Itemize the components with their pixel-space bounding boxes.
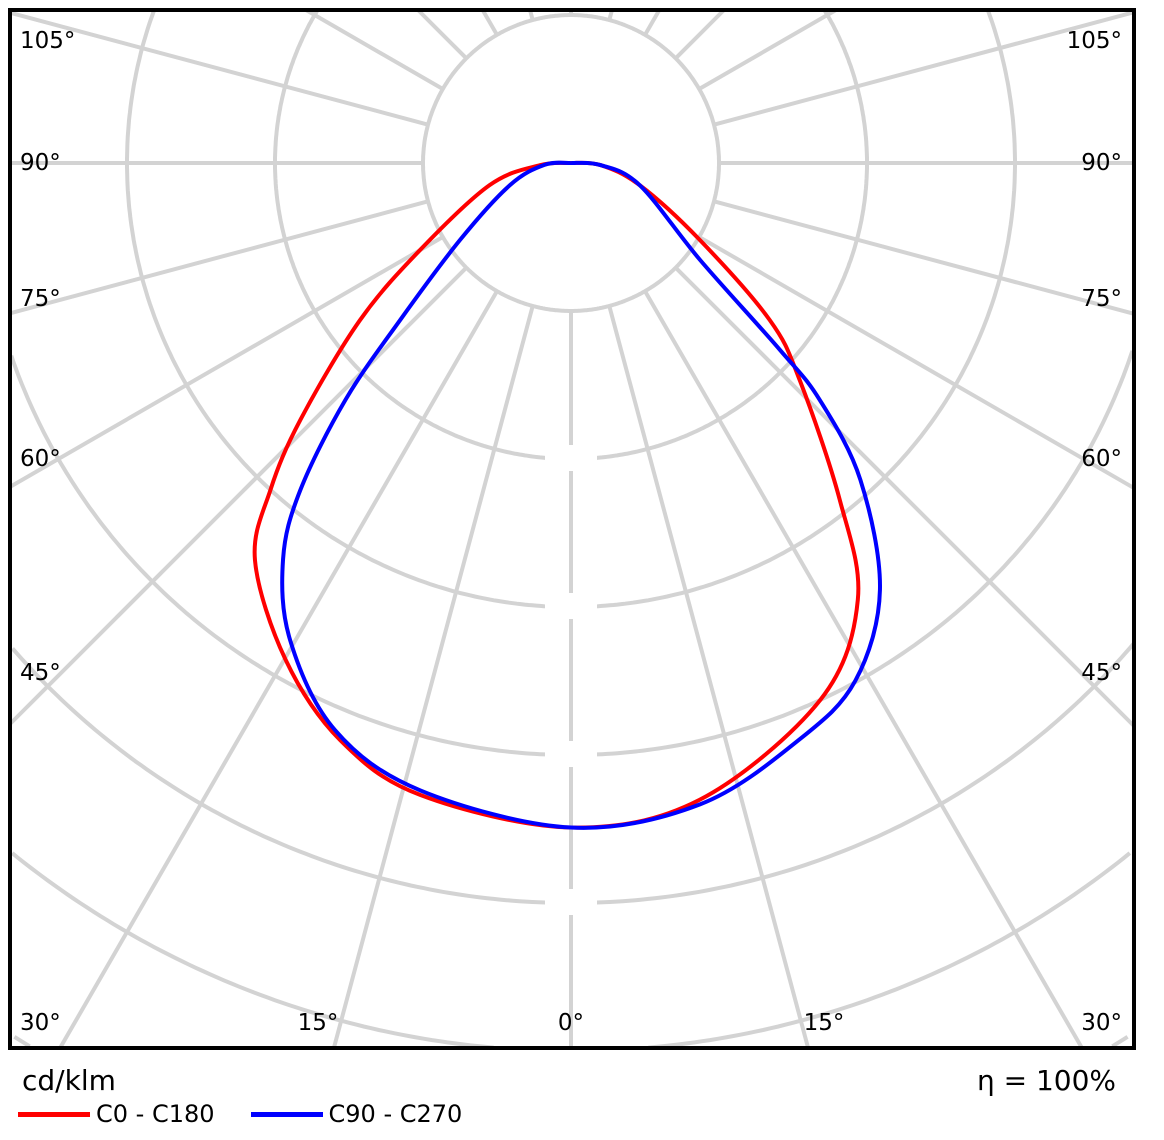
angle-label-left: 60°: [20, 446, 61, 472]
series-line-1: [280, 160, 882, 830]
angle-label-right: 60°: [1081, 446, 1122, 472]
grid-spoke: [58, 290, 499, 1049]
radial-label-mask: [545, 741, 597, 767]
angle-label-right: 45°: [1081, 660, 1122, 686]
grid-spoke: [331, 305, 535, 1049]
angle-labels: 105° 90° 75° 60° 45° 30° 105° 90° 75° 60° 45° 30° 15…: [20, 28, 1122, 1036]
series-line-0: [252, 160, 861, 830]
grid-spoke: [643, 290, 1084, 1049]
grid-spoke: [9, 199, 429, 316]
grid-spoke: [9, 10, 429, 127]
angle-label-bottom: 15°: [804, 1010, 845, 1036]
legend-item-c90: C90 - C270: [250, 1100, 463, 1128]
radial-label-mask: [545, 593, 597, 619]
angle-label-left: 90°: [20, 150, 61, 176]
grid-ring: [11, 642, 1136, 905]
legend-swatch-red: [18, 1111, 90, 1117]
grid-spoke: [9, 235, 444, 489]
grid-ring: [13, 1035, 1129, 1049]
grid-ring: [10, 851, 1132, 1050]
grid-ring: [125, 10, 1017, 609]
legend: C0 - C180 C90 - C270: [18, 1100, 498, 1128]
radial-label-mask: [545, 445, 597, 471]
grid-spoke: [480, 8, 499, 36]
angle-label-left: 105°: [20, 28, 75, 54]
angle-label-right: 105°: [1067, 28, 1122, 54]
polar-chart: 105° 90° 75° 60° 45° 30° 105° 90° 75° 60° 45° 30° 15…: [8, 8, 1136, 1050]
grid-spoke: [698, 235, 1135, 490]
legend-item-c0: C0 - C180: [18, 1100, 215, 1128]
legend-label: C0 - C180: [96, 1100, 215, 1128]
efficiency-label: η = 100%: [976, 1064, 1116, 1097]
grid-spoke: [698, 8, 838, 91]
legend-label: C90 - C270: [328, 1100, 463, 1128]
angle-label-right: 75°: [1081, 286, 1122, 312]
angle-label-right: 30°: [1081, 1010, 1122, 1036]
grid-spoke: [643, 8, 662, 36]
grid-spoke: [607, 305, 811, 1049]
angle-label-bottom: 15°: [298, 1010, 339, 1036]
curves: [252, 160, 882, 830]
grid-spoke: [8, 266, 468, 726]
grid-spoke: [674, 8, 726, 60]
grid-spoke: [713, 10, 1135, 127]
grid-spoke: [713, 199, 1135, 316]
angle-label-left: 30°: [20, 1010, 61, 1036]
angle-label-bottom: 0°: [558, 1010, 584, 1036]
grid: [8, 8, 1136, 1050]
grid-spoke: [304, 8, 444, 91]
grid-ring: [273, 9, 869, 461]
frame: [8, 8, 1136, 1050]
grid-spoke: [416, 8, 468, 60]
radial-label-mask: [545, 889, 597, 915]
grid-ring: [9, 350, 1135, 757]
grid-spoke: [674, 266, 1136, 728]
legend-swatch-blue: [250, 1111, 323, 1117]
angle-label-left: 75°: [20, 286, 61, 312]
unit-label: cd/klm: [22, 1064, 116, 1097]
angle-label-left: 45°: [20, 660, 61, 686]
angle-label-right: 90°: [1081, 150, 1122, 176]
